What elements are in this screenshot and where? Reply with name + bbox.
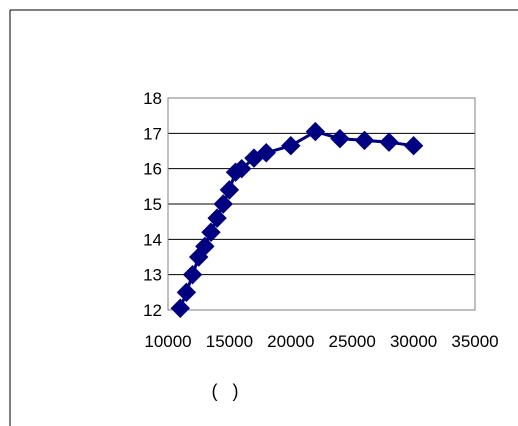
data-point-marker [256,143,276,163]
y-axis-tick-labels: 12 13 14 15 16 17 18 [143,89,162,320]
x-tick-label: 20000 [267,332,314,351]
data-point-marker [281,135,301,156]
y-tick-label: 14 [143,230,162,249]
y-tick-label: 17 [143,124,162,143]
data-point-marker [379,132,399,152]
x-tick-label: 30000 [390,332,437,351]
x-tick-label: 35000 [451,332,498,351]
data-point-marker [305,121,326,142]
data-point-marker [182,264,203,285]
data-point-marker [170,298,190,318]
y-tick-label: 12 [143,301,162,320]
x-axis-label: ( ) [212,381,239,401]
data-point-marker [231,158,252,179]
data-point-marker [207,208,227,228]
data-point-marker [330,128,350,149]
x-axis-tick-labels: 10000 15000 20000 25000 30000 35000 [144,332,498,351]
x-tick-label: 15000 [206,332,253,351]
data-point-marker [195,236,215,257]
data-point-marker [176,282,197,303]
y-tick-label: 16 [143,160,162,179]
data-point-marker [403,135,424,156]
data-point-marker [213,194,233,214]
data-point-marker [219,180,240,200]
y-tick-label: 13 [143,266,162,285]
x-tick-label: 25000 [329,332,376,351]
y-tick-label: 18 [143,89,162,108]
plot-area [167,97,476,311]
y-tick-label: 15 [143,195,162,214]
series-markers [170,121,424,318]
data-point-marker [201,222,221,242]
x-tick-label: 10000 [144,332,191,351]
data-point-marker [354,130,375,151]
